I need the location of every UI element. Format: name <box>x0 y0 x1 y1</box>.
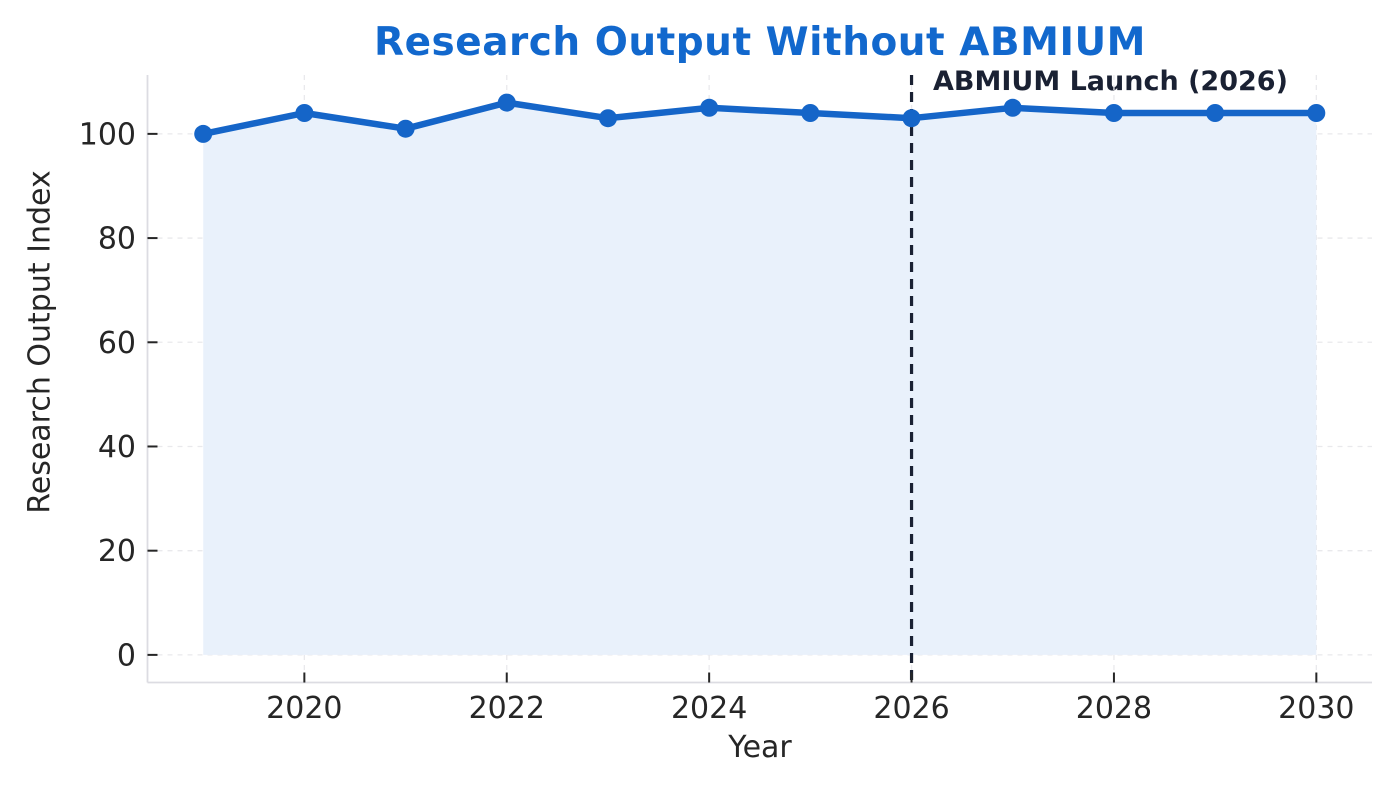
x-tick-label: 2024 <box>671 691 747 726</box>
y-tick-label: 100 <box>79 117 136 152</box>
data-point-marker <box>902 109 921 128</box>
x-tick-label: 2020 <box>266 691 342 726</box>
data-point-marker <box>1307 104 1326 122</box>
data-point-marker <box>194 124 213 143</box>
x-tick-label: 2026 <box>873 691 949 726</box>
y-tick-label: 80 <box>98 222 136 257</box>
x-tick-label: 2022 <box>469 691 545 726</box>
data-point-marker <box>1104 104 1123 122</box>
vline-annotation-label: ABMIUM Launch (2026) <box>933 66 1288 97</box>
data-point-marker <box>295 104 314 122</box>
data-point-marker <box>396 119 415 138</box>
x-tick-label: 2028 <box>1076 691 1152 726</box>
x-tick-label: 2030 <box>1278 691 1354 726</box>
x-axis-label: Year <box>728 730 792 765</box>
data-point-marker <box>801 104 820 122</box>
chart-title: Research Output Without ABMIUM <box>374 20 1146 65</box>
data-point-marker <box>497 93 516 112</box>
y-tick-label: 40 <box>98 430 136 465</box>
data-point-marker <box>700 98 719 117</box>
data-point-marker <box>1206 104 1225 122</box>
y-tick-label: 60 <box>98 326 136 361</box>
data-point-marker <box>1003 98 1022 117</box>
area-fill <box>203 102 1317 655</box>
y-tick-label: 20 <box>98 534 136 569</box>
y-tick-label: 0 <box>117 638 136 673</box>
data-point-marker <box>599 109 617 128</box>
trend-line <box>199 99 1320 138</box>
